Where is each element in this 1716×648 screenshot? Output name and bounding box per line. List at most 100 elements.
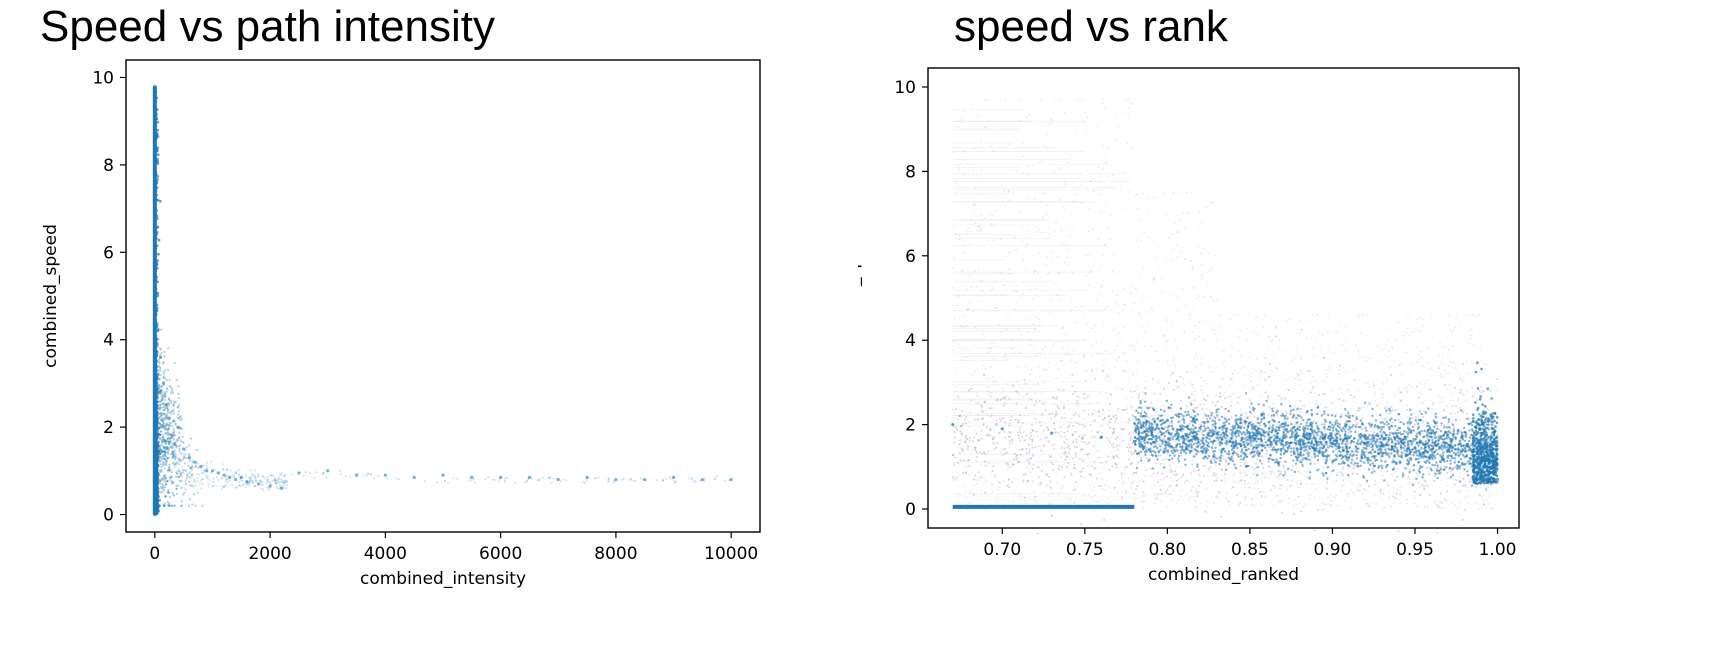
data-point [1443,497,1446,500]
data-point [158,366,161,369]
data-point [173,402,176,405]
data-point [1102,167,1105,170]
data-point [366,472,369,475]
data-point [1105,161,1108,164]
data-point [1157,413,1160,416]
data-point [1015,402,1018,405]
data-point [960,203,963,206]
data-point [538,478,541,481]
data-point [1091,370,1094,373]
data-point [166,438,170,441]
data-point [1183,303,1186,306]
data-point [1297,470,1300,473]
data-point [1421,325,1424,328]
data-point [1154,417,1157,420]
data-point [1063,404,1066,407]
data-point [1312,483,1315,486]
data-point [960,447,963,450]
data-point [1189,489,1192,492]
data-point [1309,381,1312,384]
data-point [1109,458,1112,461]
data-point [1385,327,1388,330]
data-point [1240,474,1243,477]
data-point [1187,446,1190,449]
data-point [1150,467,1153,470]
data-point [1181,474,1184,477]
data-point [1029,373,1032,376]
data-point [1194,352,1197,355]
data-point [1142,491,1145,494]
data-point [1412,477,1415,480]
data-point [1111,269,1114,272]
data-point [267,488,270,491]
data-point [1012,477,1015,480]
data-point [1156,400,1159,403]
data-point [1022,155,1025,158]
data-point [1184,226,1187,229]
data-point [158,433,161,436]
data-point [1267,397,1270,400]
data-point [1195,492,1198,495]
data-point [163,453,167,456]
data-point [185,446,188,449]
data-point [1134,288,1137,291]
data-point [1152,277,1155,280]
data-point [1422,364,1425,367]
data-point [190,469,193,472]
data-point [166,447,169,450]
data-point [1197,227,1200,230]
data-point [1264,357,1267,360]
data-point [1336,452,1339,455]
data-point [217,479,220,482]
data-point [1313,529,1316,532]
data-point [1384,447,1387,450]
data-point [1421,355,1424,358]
data-point [1439,492,1442,495]
data-point [972,493,975,496]
data-point [161,396,165,400]
data-point [285,480,288,483]
data-point [1420,330,1423,333]
data-point [1012,491,1015,494]
data-point [1246,339,1249,342]
data-point [1239,471,1242,474]
data-point [997,431,1000,434]
data-point [239,475,243,479]
data-point [1286,378,1289,381]
data-point [157,477,160,480]
data-point [1459,321,1462,324]
data-point [244,486,247,489]
data-point [1223,391,1226,394]
data-point [1097,450,1100,453]
data-point [170,412,173,415]
data-point [194,466,197,469]
data-point [261,475,264,478]
data-point [1379,490,1382,493]
data-point [177,410,181,413]
data-point [1238,504,1241,507]
data-point [1338,388,1341,391]
data-point [167,427,170,431]
data-point [1090,430,1093,433]
data-point [960,117,963,120]
data-point [1049,455,1052,458]
data-point [1349,444,1352,447]
data-point [1458,391,1461,394]
data-point [1203,412,1206,415]
data-point [1460,430,1463,433]
data-point [171,444,174,448]
data-point [972,484,975,487]
data-point [165,463,168,467]
data-point [174,455,177,459]
data-point [1326,483,1329,486]
data-point [1256,383,1259,386]
data-point [977,230,980,233]
data-point [191,472,194,475]
data-point [1115,139,1118,142]
data-point [156,434,159,437]
data-point [1383,354,1386,357]
data-point [1280,470,1283,473]
data-point [158,426,161,429]
data-point [1418,316,1421,319]
data-point [1054,221,1057,224]
